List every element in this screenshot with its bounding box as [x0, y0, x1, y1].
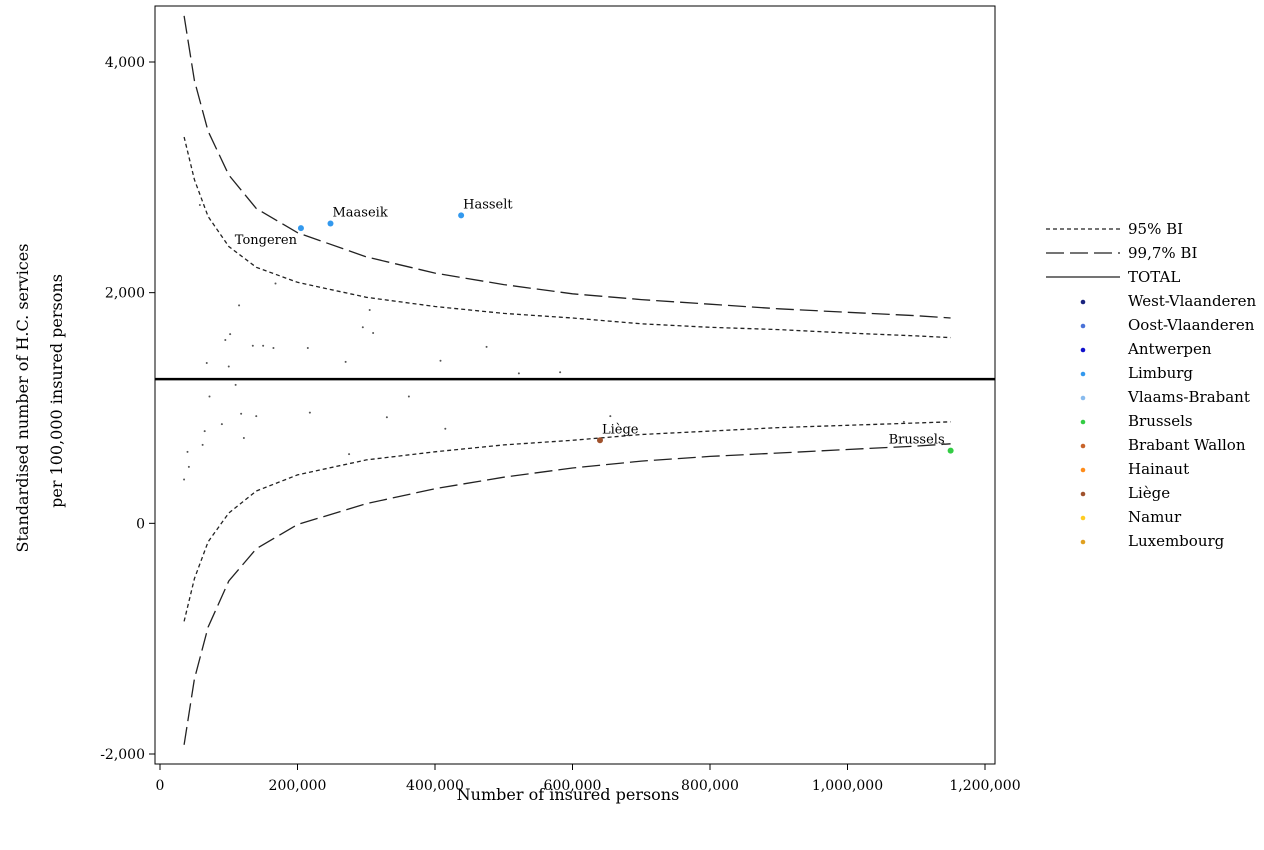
y-tick-label: 4,000	[105, 55, 145, 71]
data-point	[186, 450, 189, 453]
data-point	[262, 344, 265, 347]
data-point	[229, 333, 232, 336]
band-dotted-lower-curve	[183, 421, 951, 622]
point-label: Tongeren	[235, 233, 298, 248]
x-tick-label: 200,000	[269, 778, 327, 794]
legend-label: Liège	[1128, 484, 1170, 502]
legend-label: 95% BI	[1128, 220, 1183, 238]
y-tick-label: 0	[136, 516, 145, 532]
legend-marker-swatch	[1080, 491, 1086, 497]
legend-marker-swatch	[1080, 323, 1086, 329]
legend-marker-swatch	[1080, 371, 1086, 377]
data-point	[439, 359, 442, 362]
data-point	[942, 442, 945, 445]
legend-marker-swatch	[1080, 347, 1086, 353]
y-tick-label: 2,000	[105, 286, 145, 302]
highlighted-point	[327, 220, 334, 227]
y-tick-label: -2,000	[100, 747, 145, 763]
y-axis-title-line-2: per 100,000 insured persons	[47, 274, 66, 508]
legend-marker-swatch	[1080, 443, 1086, 449]
data-point	[198, 204, 201, 207]
data-point	[234, 383, 237, 386]
data-point	[372, 332, 375, 335]
legend-label: TOTAL	[1128, 268, 1180, 286]
confidence-bands	[183, 15, 951, 745]
data-point	[902, 420, 905, 423]
y-axis-title-line-1: Standardised number of H.C. services	[13, 244, 32, 553]
legend-label: Brabant Wallon	[1128, 436, 1246, 454]
legend-label: Hainaut	[1128, 460, 1189, 478]
data-point	[240, 412, 243, 415]
legend-marker-swatch	[1080, 515, 1086, 521]
data-point	[203, 430, 206, 433]
data-point	[238, 304, 241, 307]
band-dashed-lower-curve	[183, 443, 951, 745]
legend-label: Oost-Vlaanderen	[1128, 316, 1255, 334]
data-point	[407, 395, 410, 398]
legend-label: Brussels	[1128, 412, 1193, 430]
legend-marker-swatch	[1080, 539, 1086, 545]
highlighted-point	[947, 447, 954, 454]
data-point	[201, 443, 204, 446]
highlighted-point	[597, 437, 603, 444]
data-point	[344, 360, 347, 363]
data-point	[308, 411, 311, 414]
legend-marker-swatch	[1080, 395, 1086, 401]
x-tick-label: 0	[156, 778, 165, 794]
data-point	[208, 395, 211, 398]
data-point	[242, 436, 245, 439]
data-point	[272, 347, 275, 350]
point-label: Liège	[602, 422, 639, 437]
x-tick-label: 400,000	[406, 778, 464, 794]
data-point	[609, 415, 612, 418]
point-label: Maaseik	[333, 205, 388, 220]
x-axis-title: Number of insured persons	[457, 785, 680, 804]
data-point	[251, 344, 254, 347]
legend-marker-swatch	[1080, 299, 1086, 305]
data-point	[559, 371, 562, 374]
data-points	[183, 204, 954, 481]
legend-label: Antwerpen	[1127, 340, 1212, 358]
legend-label: West-Vlaanderen	[1128, 292, 1256, 310]
data-point	[361, 326, 364, 329]
band-dotted-upper-curve	[183, 136, 951, 339]
point-label: Brussels	[889, 433, 945, 448]
legend-label: Luxembourg	[1128, 532, 1225, 550]
data-point	[306, 347, 309, 350]
data-point	[255, 415, 258, 418]
data-point	[517, 372, 520, 375]
y-axis: -2,000 0 2,000 4,000	[100, 55, 155, 763]
band-dashed-upper-curve	[183, 15, 951, 319]
x-tick-label: 1,000,000	[812, 778, 883, 794]
data-point	[205, 362, 208, 365]
legend: 95% BI 99,7% BI TOTAL West-Vlaanderen Oost-V…	[1046, 220, 1256, 550]
plot-frame	[154, 5, 996, 765]
point-label: Hasselt	[463, 197, 513, 212]
data-point	[485, 345, 488, 348]
highlighted-point	[297, 225, 304, 232]
legend-label: Namur	[1128, 508, 1182, 526]
data-point	[444, 427, 447, 430]
legend-label: Vlaams-Brabant	[1127, 388, 1250, 406]
point-labels: Tongeren Maaseik Hasselt Liège Brussels	[235, 197, 945, 447]
data-point	[224, 338, 227, 341]
data-point	[385, 416, 388, 419]
data-point	[183, 478, 186, 481]
data-point	[274, 282, 277, 285]
data-point	[227, 365, 230, 368]
x-tick-label: 600,000	[544, 778, 602, 794]
data-point	[187, 465, 190, 468]
legend-marker-swatch	[1080, 419, 1086, 425]
legend-label: 99,7% BI	[1128, 244, 1197, 262]
data-point	[348, 453, 351, 456]
legend-marker-swatch	[1080, 467, 1086, 473]
x-tick-label: 800,000	[681, 778, 739, 794]
legend-label: Limburg	[1128, 364, 1193, 382]
data-point	[368, 308, 371, 311]
data-point	[220, 423, 223, 426]
x-axis: 0 200,000 400,000 600,000 800,000 1,000,000 1,…	[156, 764, 1021, 794]
highlighted-point	[458, 212, 465, 219]
x-tick-label: 1,200,000	[949, 778, 1020, 794]
